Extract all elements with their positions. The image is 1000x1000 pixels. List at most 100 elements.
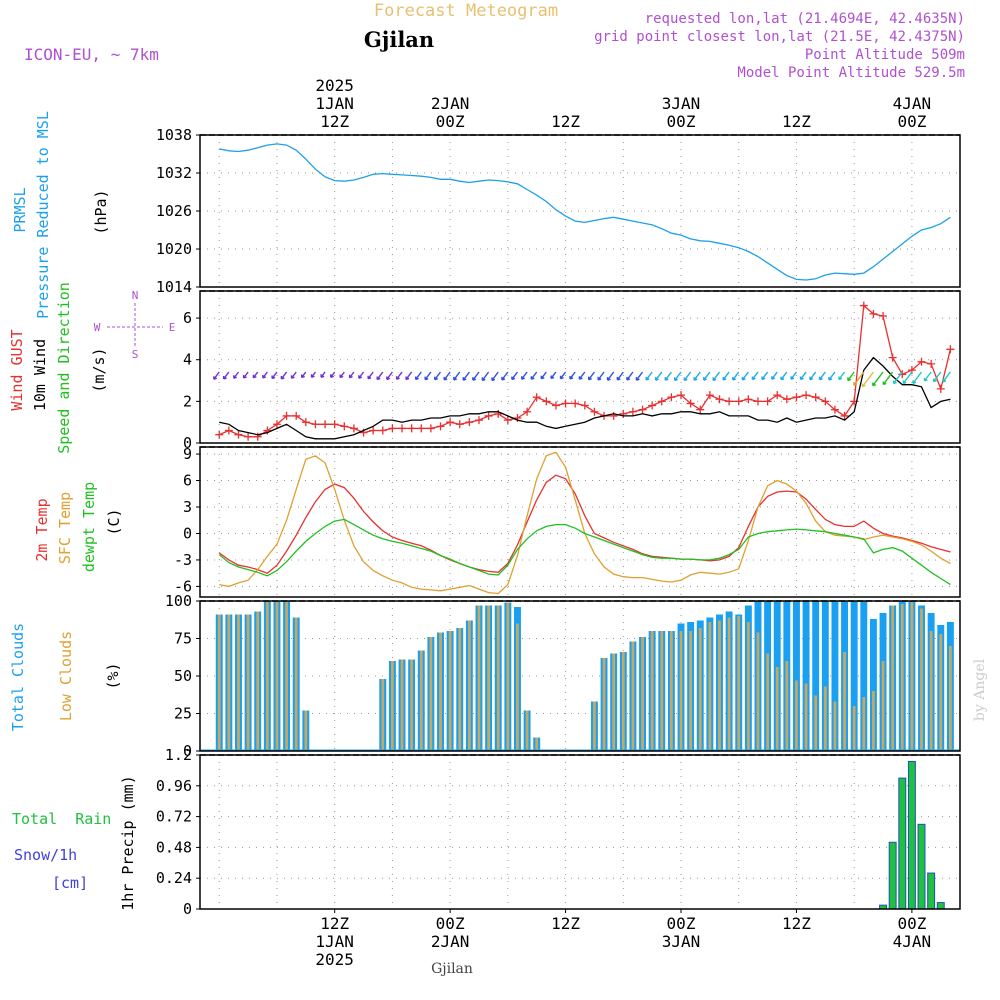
model-altitude: Model Point Altitude 529.5m (737, 65, 965, 81)
wind-arrow (712, 371, 721, 381)
low-cloud-bar (948, 646, 952, 751)
low-cloud-bar (535, 737, 539, 751)
wind-arrow (415, 371, 422, 380)
time-axis-label: 2025 (315, 950, 354, 969)
wind-arrow-head (376, 376, 381, 381)
gust-marker (215, 430, 224, 439)
low-cloud-bar (766, 653, 769, 751)
wind-arrow-head (626, 376, 631, 381)
low-cloud-bar (487, 605, 490, 751)
wind-arrow-head (405, 376, 410, 381)
temperature-panel: -6 -3 0 3 6 9 (174, 445, 961, 598)
low-cloud-bar (275, 601, 279, 751)
total-cloud-bar (802, 601, 810, 751)
station-title: Gjilan (364, 27, 434, 52)
temp-unit: (C) (105, 508, 123, 535)
wind-arrow-head (587, 376, 592, 381)
wind-arrow (635, 371, 644, 381)
low-cloud-bar (929, 631, 933, 751)
gust-marker (349, 424, 358, 433)
wind-arrow-head (664, 377, 669, 381)
pressure-unit: (hPa) (92, 189, 110, 234)
wind-arrow-head (828, 376, 833, 381)
wind-arrow-head (902, 380, 907, 385)
wind-arrow-head (790, 376, 795, 380)
wind-arrow (443, 371, 451, 381)
time-axis-label: 1JAN (315, 94, 354, 113)
rain-bar (907, 760, 916, 910)
wind-arrow-head (578, 376, 583, 380)
snow-unit-label: [cm] (52, 874, 88, 892)
low-cloud-bar (458, 628, 462, 751)
wind-arrow (501, 371, 509, 381)
gust-marker (244, 432, 253, 441)
total-cloud-bar (831, 601, 839, 751)
gust-marker (840, 411, 849, 420)
wind-arrow-head (472, 377, 477, 381)
low-cloud-bar (852, 706, 856, 751)
wind-arrow-head (809, 376, 814, 381)
wind-arrow-head (674, 377, 678, 382)
gust-marker (388, 424, 397, 433)
total-cloud-bar (812, 601, 820, 751)
wind-arrow-head (511, 376, 516, 381)
gust-marker (715, 395, 724, 404)
wind-arrow-head (923, 377, 928, 382)
wind-arrow (424, 371, 432, 381)
wind-arrow-head (932, 378, 937, 383)
low-cloud-bar (737, 616, 741, 751)
wind-arrow (606, 371, 615, 381)
y-tick-label: 1014 (156, 278, 192, 296)
wind-arrow-head (741, 376, 746, 381)
gust-marker (561, 399, 570, 408)
wind-arrow (511, 371, 519, 380)
time-axis-label: 00Z (667, 914, 696, 933)
wind-arrow-head (853, 382, 858, 386)
wind-arrow-head (645, 376, 650, 381)
gust-marker (272, 420, 281, 429)
y-tick-label: 50 (174, 667, 192, 685)
gust-marker (705, 391, 714, 400)
low-cloud-bar (660, 631, 664, 751)
wind-arrow (703, 371, 711, 381)
wind-arrow (872, 371, 884, 387)
low-cloud-bar (448, 631, 452, 751)
panel-background (200, 755, 960, 909)
wind-arrow (809, 371, 817, 381)
gust-marker (551, 401, 560, 410)
gust-marker (234, 430, 243, 439)
footer-station: Gjilan (431, 961, 473, 977)
low-cloud-bar (256, 611, 260, 751)
gust-marker (753, 397, 762, 406)
wind-arrow (386, 371, 393, 380)
wind-arrow-head (606, 377, 611, 381)
gust-marker (917, 357, 926, 366)
gust-marker (580, 401, 589, 410)
gust-marker (301, 418, 310, 427)
low-cloud-bar (246, 614, 250, 751)
model-label: ICON-EU, ~ 7km (24, 45, 159, 64)
time-axis-label: 12Z (782, 112, 811, 131)
wind-arrow-head (348, 374, 353, 379)
gust-marker (859, 301, 868, 310)
wind-arrow-head (520, 376, 525, 380)
y-tick-label: 0 (183, 742, 192, 760)
wind-arrow-head (434, 376, 438, 381)
gust-marker (936, 384, 945, 393)
wind-arrow (521, 371, 528, 380)
wind-arrow-head (443, 376, 448, 381)
rain-label: Total Rain (12, 810, 111, 828)
low-cloud-bar (429, 637, 433, 751)
rain-bar (888, 841, 897, 910)
gust-marker (292, 411, 301, 420)
gust-marker (802, 391, 811, 400)
prmsl-label: PRMSL (11, 187, 29, 232)
time-axis-label: 3JAN (662, 94, 701, 113)
wind-arrow-head (712, 377, 717, 382)
precip-axis-label: 1hr Precip (mm) (119, 775, 137, 910)
series-line-dew (218, 518, 951, 586)
wind-arrow (828, 371, 836, 381)
y-tick-label: -6 (174, 577, 192, 595)
wind-arrow-head (395, 376, 400, 380)
wind-arrow-head (462, 377, 467, 381)
